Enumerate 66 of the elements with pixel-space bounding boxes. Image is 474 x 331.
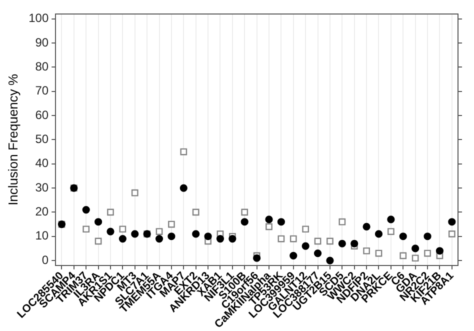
point — [338, 218, 346, 226]
point — [302, 242, 310, 250]
point — [204, 232, 212, 240]
point — [106, 228, 114, 236]
point — [448, 218, 456, 226]
point — [388, 228, 394, 235]
point — [155, 234, 164, 243]
y-tick-label: 60 — [35, 108, 49, 122]
y-tick-label: 100 — [28, 11, 49, 26]
point — [314, 238, 322, 245]
y-tick-label: 90 — [35, 35, 49, 50]
point — [412, 244, 420, 252]
point — [374, 230, 383, 238]
point — [216, 234, 224, 243]
point — [180, 148, 188, 156]
point — [119, 226, 126, 233]
y-tick-label: 70 — [35, 84, 49, 98]
y-tick-label: 10 — [35, 228, 49, 243]
point — [168, 220, 175, 228]
point — [338, 240, 346, 248]
point — [302, 226, 310, 233]
y-axis-title: Inclusion Frequency % — [5, 73, 20, 206]
point — [387, 216, 395, 224]
point — [375, 250, 382, 257]
point — [326, 256, 334, 264]
point — [94, 218, 102, 226]
point — [118, 234, 126, 243]
point — [180, 184, 188, 192]
point — [253, 254, 261, 262]
point — [399, 232, 407, 240]
y-tick-label: 80 — [35, 59, 49, 74]
point — [290, 235, 297, 242]
point — [277, 218, 285, 226]
point — [314, 249, 322, 258]
y-tick-label: 50 — [35, 132, 49, 146]
point — [82, 206, 90, 214]
y-tick-label: 40 — [35, 156, 49, 170]
point — [168, 232, 176, 240]
point — [94, 238, 102, 245]
point — [240, 218, 248, 226]
point — [363, 247, 370, 254]
point — [82, 226, 90, 233]
point — [131, 230, 139, 238]
point — [241, 208, 248, 216]
point — [448, 230, 456, 238]
point — [156, 228, 163, 235]
point — [350, 240, 358, 248]
point — [107, 208, 114, 216]
point — [192, 208, 200, 216]
point — [265, 216, 273, 224]
point — [266, 223, 272, 230]
point — [228, 234, 236, 243]
point — [131, 189, 138, 196]
point — [400, 252, 407, 260]
point — [412, 254, 419, 262]
point — [436, 247, 444, 255]
y-tick-label: 0 — [42, 252, 49, 267]
point — [362, 222, 370, 230]
point — [326, 238, 334, 245]
point — [192, 230, 200, 238]
point — [290, 252, 298, 260]
point — [278, 235, 285, 242]
y-tick-label: 30 — [35, 180, 49, 194]
y-tick-label: 20 — [35, 204, 49, 219]
point — [424, 232, 432, 240]
point — [424, 250, 431, 257]
